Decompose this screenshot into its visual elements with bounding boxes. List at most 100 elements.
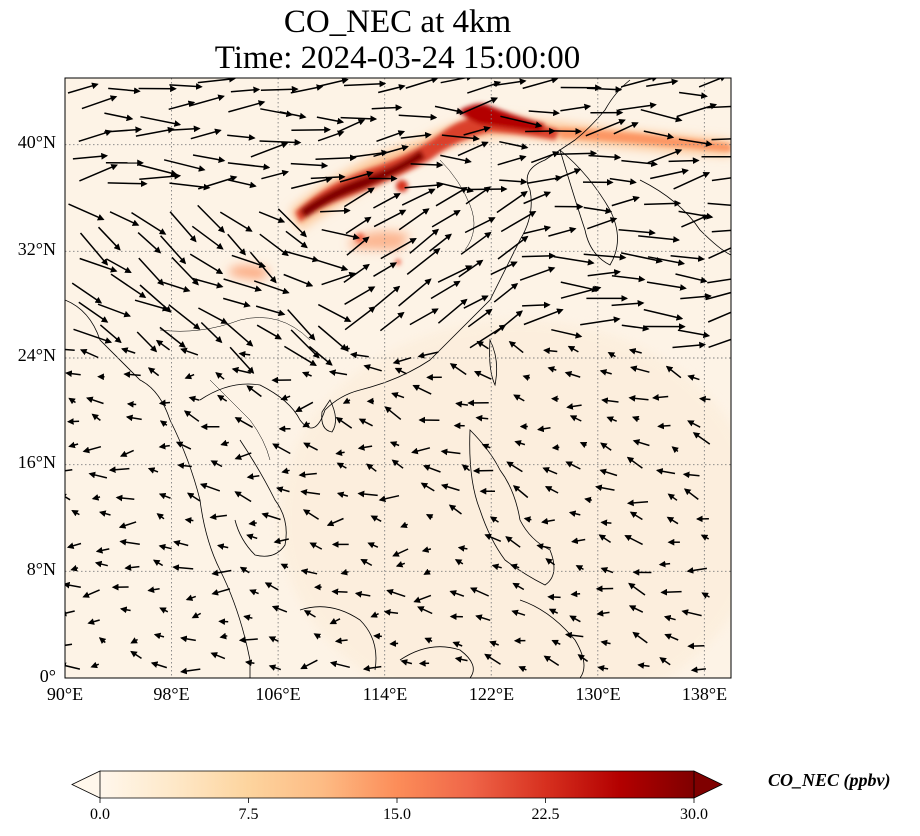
wind-vector-arrow (441, 134, 480, 142)
colorbar-min-extend (71, 770, 101, 799)
wind-vector-arrow (295, 401, 314, 412)
wind-vector-arrow (317, 130, 345, 142)
wind-vector-arrow (457, 545, 468, 552)
wind-vector-arrow (315, 154, 357, 162)
wind-vector-arrow (119, 449, 135, 457)
wind-vector-arrow (404, 181, 444, 189)
wind-vector-arrow (191, 225, 224, 250)
wind-vector-arrow (68, 203, 105, 221)
wind-vector-arrow (227, 233, 246, 256)
wind-vector-arrow (430, 280, 461, 300)
wind-vector-arrow (317, 303, 352, 322)
wind-vector-arrow (525, 127, 556, 135)
wind-vector-arrow (499, 178, 528, 185)
wind-vector-arrow (457, 141, 489, 157)
wind-vector-arrow (246, 473, 260, 480)
wind-vector-arrow (298, 471, 317, 478)
wind-vector-arrow (344, 286, 376, 305)
wind-vector-arrow (189, 253, 224, 275)
wind-vector-arrow (121, 347, 136, 354)
wind-vector-arrow (497, 154, 527, 166)
wind-vector-arrow (598, 534, 612, 544)
coastlines (65, 79, 731, 678)
wind-vector-arrow (400, 659, 413, 666)
wind-vector-arrow (536, 543, 551, 550)
wind-vector-arrow (108, 466, 130, 474)
wind-vector-arrow (280, 563, 289, 570)
wind-vector-arrow (508, 340, 524, 354)
wind-vector-arrow (707, 202, 731, 206)
wind-vector-arrow (523, 308, 564, 326)
wind-vector-arrow (460, 231, 492, 255)
wind-vector-arrow (71, 510, 80, 517)
wind-vector-arrow (458, 259, 484, 278)
wind-vector-arrow (273, 537, 289, 545)
wind-vector-arrow (171, 256, 199, 286)
wind-vector-arrow (329, 618, 341, 625)
wind-vector-arrow (81, 95, 118, 110)
wind-vector-arrow (156, 513, 165, 520)
wind-vector-arrow (621, 78, 659, 88)
wind-vector-arrow (677, 329, 711, 339)
wind-vector-arrow (454, 559, 464, 566)
wind-vector-arrow (497, 235, 529, 260)
wind-vector-arrow (258, 211, 286, 224)
lon-tick-label: 106°E (255, 684, 301, 704)
wind-vector-arrow (681, 214, 710, 228)
wind-vector-arrow (392, 548, 409, 557)
wind-vector-arrow (78, 129, 113, 143)
wind-vector-arrow (547, 593, 561, 601)
wind-vector-arrow (491, 563, 502, 571)
wind-vector-arrow (579, 441, 588, 449)
wind-vector-arrow (528, 109, 560, 117)
wind-vector-arrow (469, 324, 507, 349)
wind-vector-arrow (350, 149, 389, 158)
lat-tick-label: 0° (39, 666, 56, 686)
wind-vector-arrow (606, 416, 617, 423)
wind-vector-arrow (410, 161, 444, 169)
wind-vector-arrow (108, 87, 141, 95)
wind-vector-arrow (300, 488, 321, 496)
wind-vector-arrow (499, 140, 529, 150)
wind-vector-arrow (150, 661, 168, 669)
wind-vector-arrow (163, 159, 206, 172)
wind-vector-arrow (469, 587, 490, 597)
wind-vector-arrow (687, 374, 700, 381)
wind-vector-arrow (155, 339, 171, 351)
wind-vector-arrow (551, 444, 560, 451)
wind-vector-arrow (475, 614, 491, 622)
wind-vector-arrow (652, 394, 669, 401)
wind-vector-arrow (137, 232, 162, 254)
wind-vector-arrow (607, 352, 616, 359)
wind-vector-arrow (692, 432, 711, 445)
wind-vector-arrow (583, 206, 613, 215)
wind-vector-arrow (357, 444, 373, 451)
wind-vector-arrow (234, 417, 253, 428)
colorbar-tick-label: 22.5 (531, 806, 560, 823)
wind-vector-arrow (139, 172, 182, 181)
wind-vector-arrow (580, 316, 621, 326)
wind-vector-arrow (130, 637, 138, 644)
wind-vector-arrow (326, 517, 344, 527)
wind-vector-arrow (65, 348, 75, 351)
wind-vector-arrow (459, 97, 499, 115)
wind-vector-arrow (134, 299, 170, 312)
wind-vector-arrow (313, 633, 322, 640)
wind-vector-arrow (569, 615, 581, 623)
wind-vector-arrow (79, 232, 109, 266)
wind-vector-arrow (624, 535, 643, 546)
wind-vector-arrow (190, 128, 222, 140)
wind-vector-arrow (98, 637, 107, 645)
wind-vector-arrow (104, 126, 143, 134)
wind-vector-arrow (658, 560, 671, 568)
wind-vector-arrow (543, 347, 558, 355)
wind-vector-arrow (544, 486, 559, 494)
wind-vector-arrow (285, 230, 308, 249)
wind-vector-arrow (283, 273, 314, 287)
wind-vector-arrow (707, 278, 731, 284)
wind-vector-arrow (217, 394, 228, 402)
wind-vector-arrow (78, 301, 109, 323)
wind-vector-arrow (706, 105, 731, 109)
wind-vector-arrow (609, 177, 637, 185)
wind-vector-arrow (199, 482, 221, 492)
